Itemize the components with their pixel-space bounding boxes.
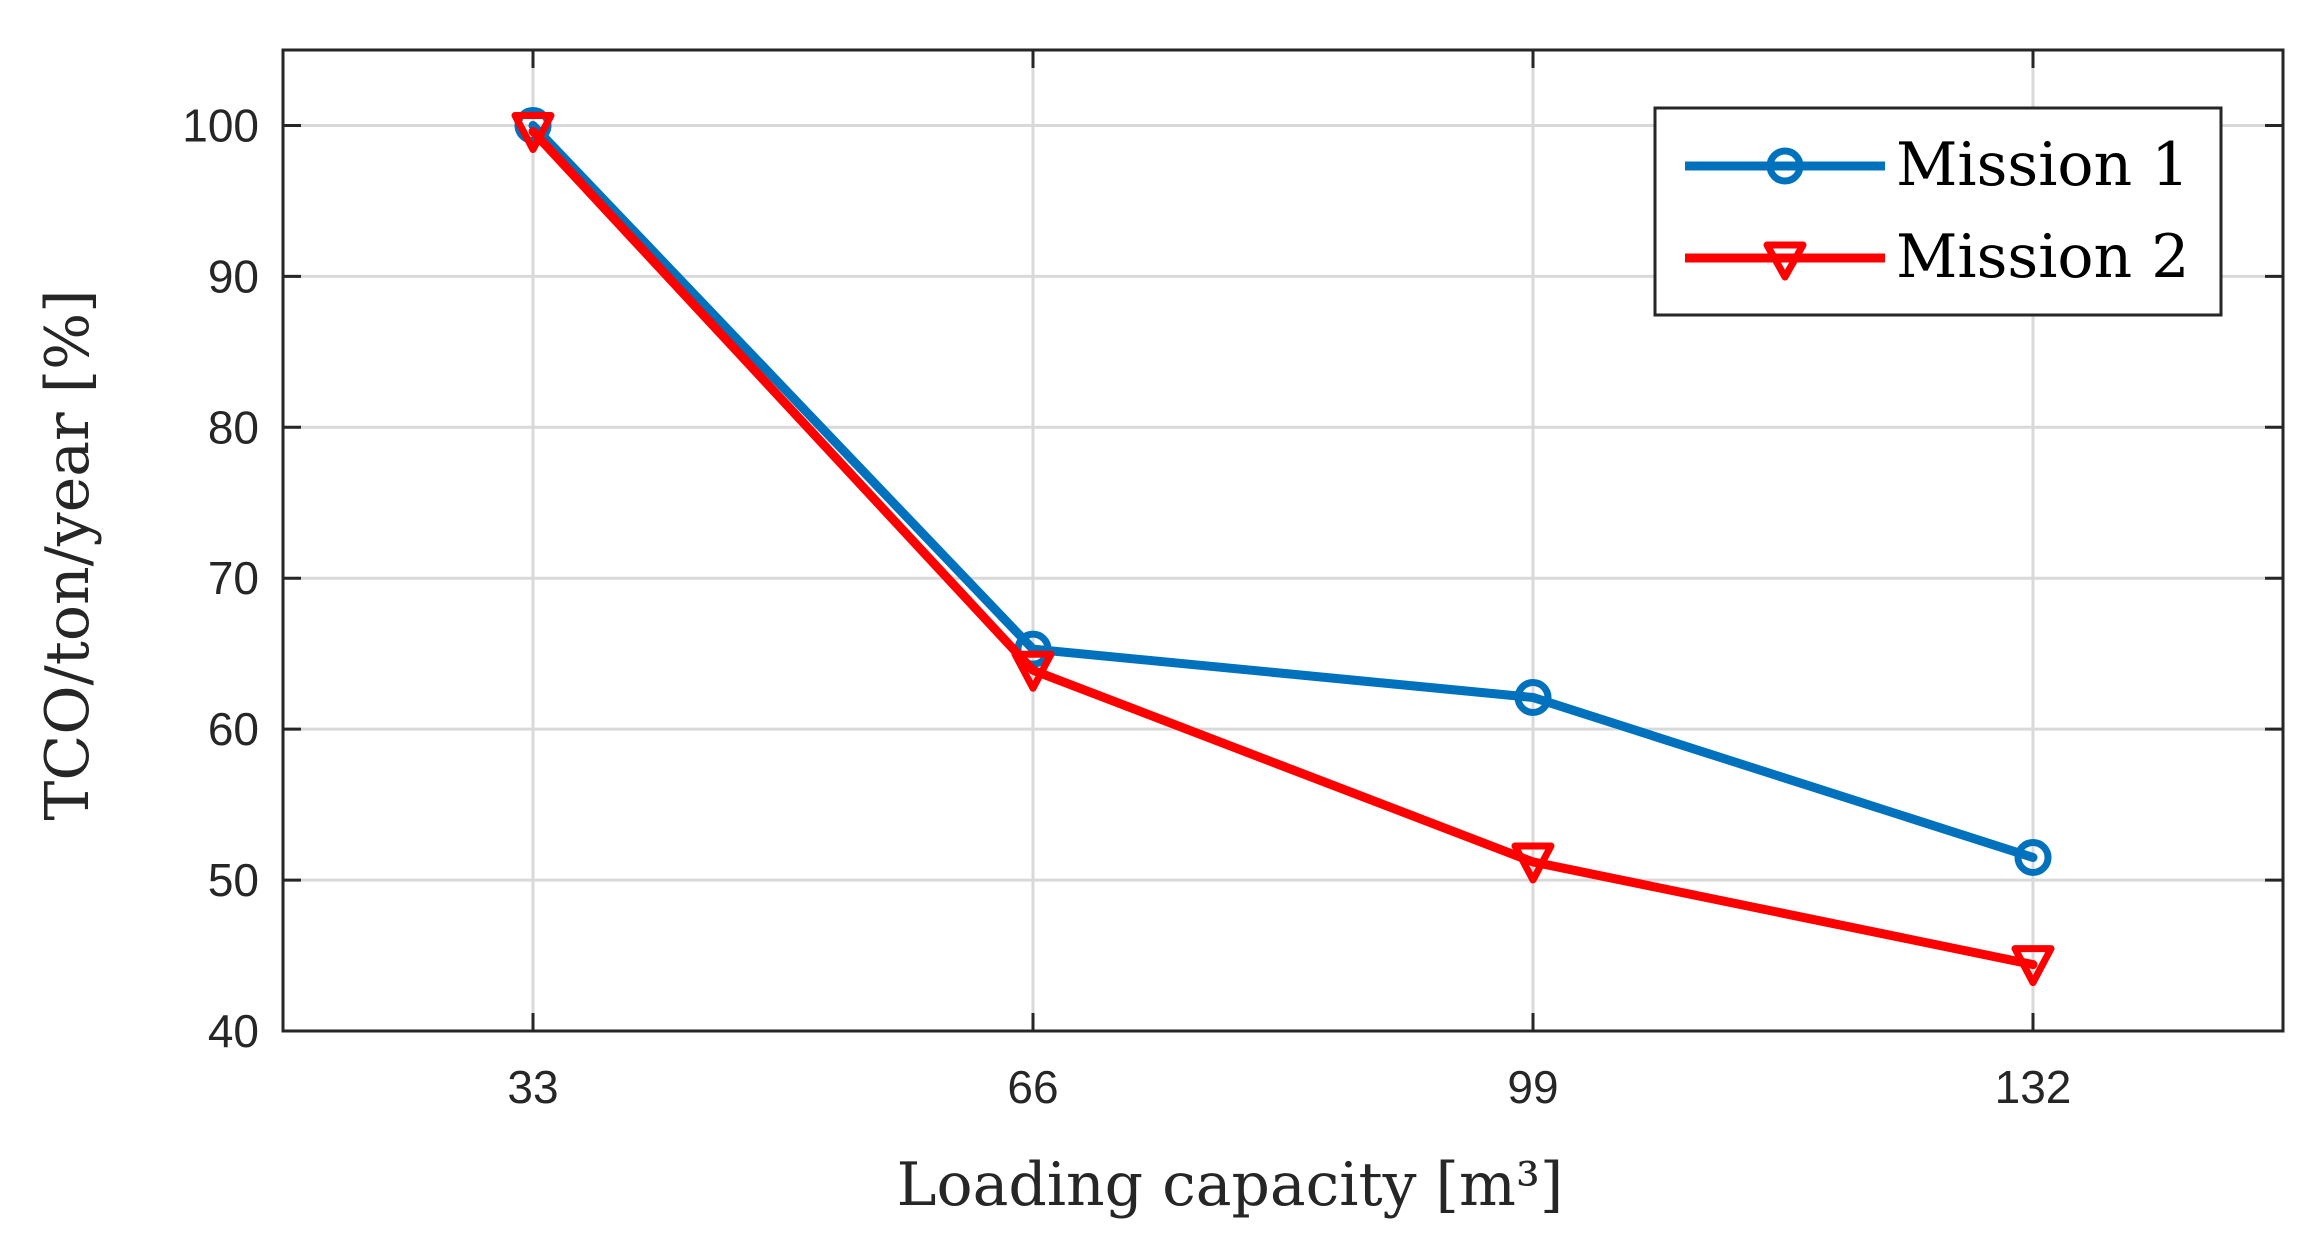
y-tick-label: 90 <box>208 250 259 302</box>
data-series <box>511 106 2055 987</box>
x-axis-label: Loading capacity [m³] <box>897 1150 1564 1220</box>
series-line-mission-2 <box>528 126 2038 970</box>
data-point-mission-1 <box>2014 838 2052 876</box>
y-tick-label: 60 <box>208 703 259 755</box>
y-tick-label: 50 <box>208 854 259 906</box>
tick-labels: 40 50 60 70 80 90 100 33 66 99 132 <box>182 99 2071 1113</box>
grid-lines <box>283 50 2283 1031</box>
data-point-mission-1 <box>1514 678 1552 716</box>
y-axis-label: TCO/ton/year [%] <box>33 289 103 820</box>
legend-marker-mission-1 <box>1766 147 1804 185</box>
x-tick-label: 33 <box>507 1061 558 1113</box>
x-tick-label: 66 <box>1007 1061 1058 1113</box>
legend-label-mission-1: Mission 1 <box>1896 130 2189 200</box>
y-tick-label: 40 <box>208 1005 259 1057</box>
data-point-mission-2 <box>1011 650 1055 692</box>
y-tick-label: 80 <box>208 401 259 453</box>
y-tick-label: 70 <box>208 552 259 604</box>
x-tick-label: 99 <box>1507 1061 1558 1113</box>
y-tick-label: 100 <box>182 99 259 151</box>
axes <box>281 48 2285 1033</box>
legend-label-mission-2: Mission 2 <box>1896 222 2189 292</box>
legend-marker-mission-2 <box>1763 241 1807 281</box>
data-point-mission-2 <box>511 111 555 153</box>
legend-box <box>1653 106 2223 317</box>
plot-area-frame <box>281 48 2285 1033</box>
data-point-mission-2 <box>1511 842 1555 884</box>
data-point-mission-2 <box>2011 945 2055 987</box>
legend: Mission 1 Mission 2 <box>1653 106 2223 317</box>
legend-entry-mission-1: Mission 1 <box>1685 130 2189 200</box>
series-line-mission-1 <box>528 120 2038 862</box>
x-tick-label: 132 <box>1995 1061 2072 1113</box>
legend-entry-mission-2: Mission 2 <box>1685 222 2189 292</box>
